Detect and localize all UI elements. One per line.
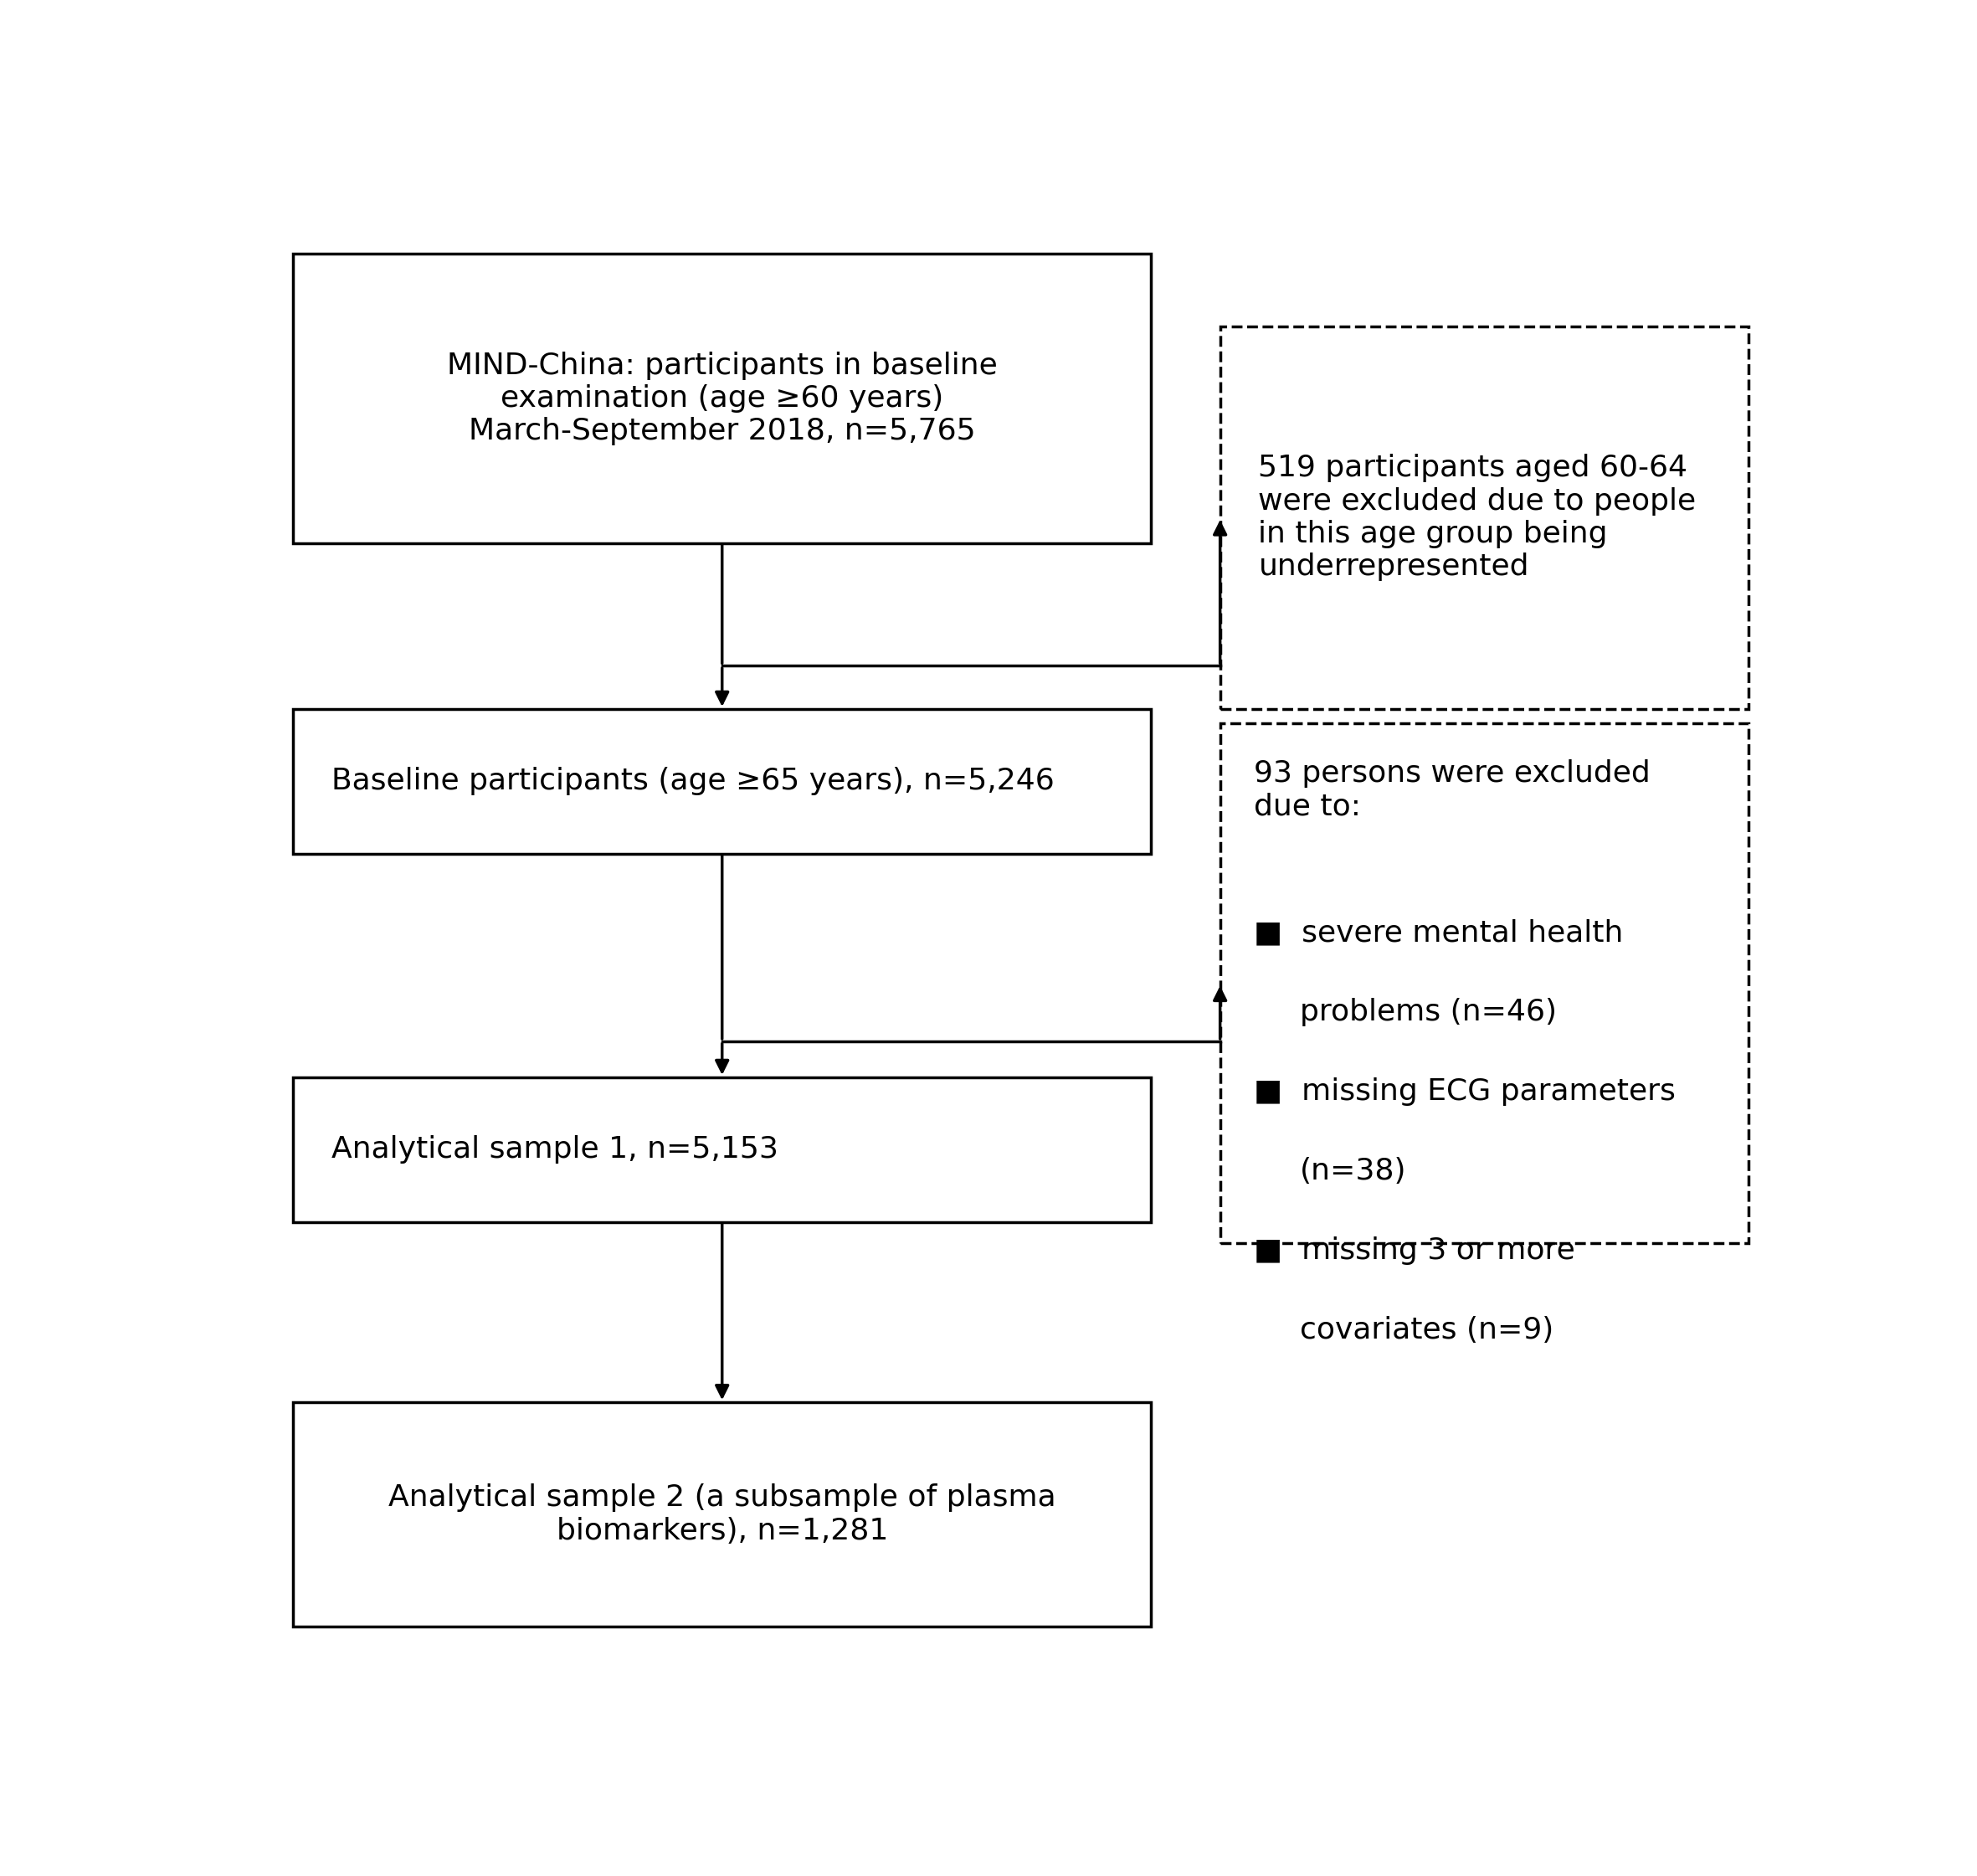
Text: (n=38): (n=38) [1299,1157,1406,1186]
Bar [293,1077,1151,1221]
Text: ■  missing 3 or more: ■ missing 3 or more [1253,1236,1576,1264]
Bar [1220,326,1750,709]
Bar [293,1403,1151,1626]
Text: 519 participants aged 60-64
were excluded due to people
in this age group being
: 519 participants aged 60-64 were exclude… [1259,454,1696,582]
Bar [1220,724,1750,1244]
Text: Analytical sample 1, n=5,153: Analytical sample 1, n=5,153 [332,1135,779,1163]
Bar [293,709,1151,854]
Text: problems (n=46): problems (n=46) [1299,998,1556,1026]
Bar [293,253,1151,542]
Text: Analytical sample 2 (a subsample of plasma
biomarkers), n=1,281: Analytical sample 2 (a subsample of plas… [387,1484,1056,1546]
Text: ■  missing ECG parameters: ■ missing ECG parameters [1253,1077,1676,1105]
Text: Baseline participants (age ≥65 years), n=5,246: Baseline participants (age ≥65 years), n… [332,767,1054,795]
Text: MIND-China: participants in baseline
examination (age ≥60 years)
March-September: MIND-China: participants in baseline exa… [447,351,996,446]
Text: covariates (n=9): covariates (n=9) [1299,1315,1554,1345]
Text: ■  severe mental health: ■ severe mental health [1253,919,1623,947]
Text: 93 persons were excluded
due to:: 93 persons were excluded due to: [1253,760,1651,822]
